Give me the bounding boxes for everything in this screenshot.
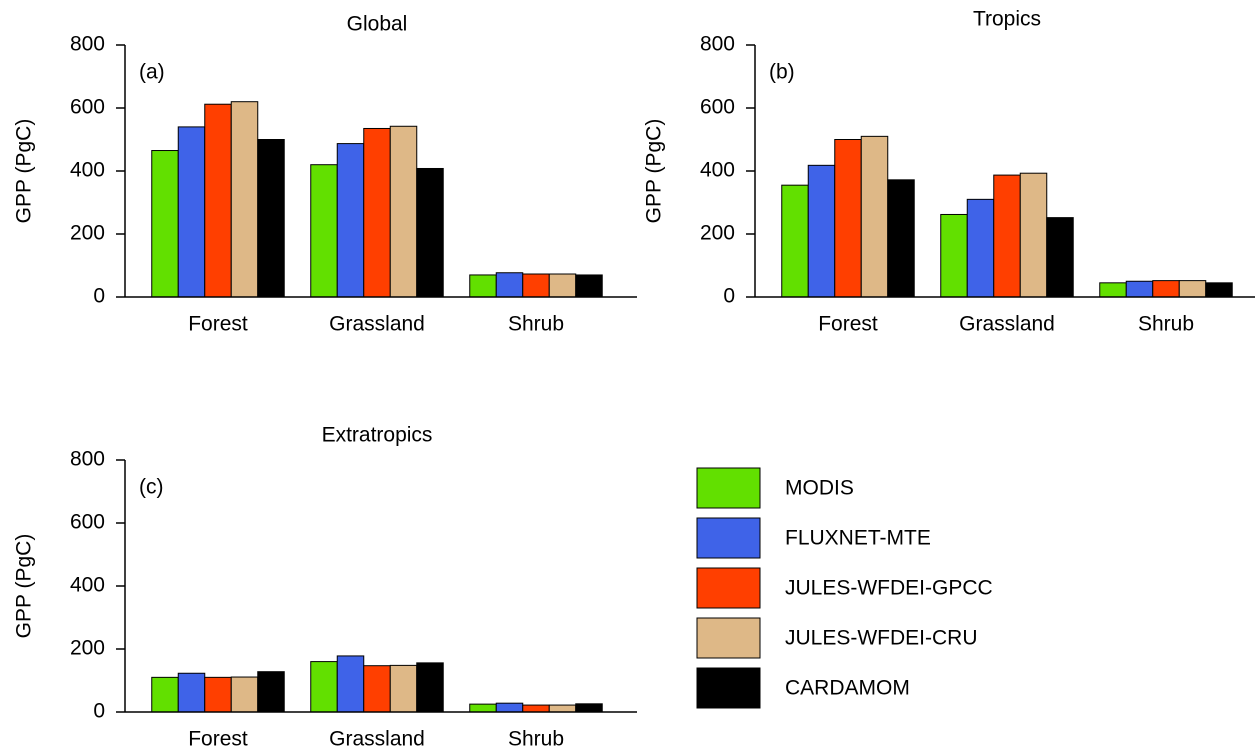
bar [389, 664, 418, 713]
legend-swatch [696, 617, 761, 659]
bar [495, 272, 524, 298]
legend-swatch [696, 667, 761, 709]
bar [834, 139, 862, 298]
bar [363, 665, 391, 713]
bar [522, 273, 550, 298]
bar [204, 676, 232, 713]
panel-label: (a) [139, 61, 165, 84]
y-tick-label: 200 [70, 637, 105, 660]
x-tick-label: Forest [188, 728, 248, 751]
legend-swatch [696, 567, 761, 609]
panel-label: (b) [769, 61, 795, 84]
y-tick-label: 200 [700, 222, 735, 245]
y-tick-label: 0 [93, 700, 105, 723]
legend-label: CARDAMOM [785, 677, 910, 700]
panel-label: (c) [139, 476, 164, 499]
bar [310, 661, 338, 713]
legend-swatch [696, 467, 761, 509]
bar [257, 671, 285, 713]
bar [469, 703, 497, 713]
bar [575, 274, 603, 298]
bar [1152, 280, 1180, 298]
bar [230, 101, 259, 298]
bar [1046, 217, 1074, 298]
y-tick-label: 200 [70, 222, 105, 245]
legend-swatch [696, 517, 761, 559]
bar [469, 274, 497, 298]
bar [1178, 280, 1207, 298]
x-tick-label: Grassland [329, 728, 425, 751]
bar [310, 164, 338, 298]
x-tick-label: Shrub [508, 728, 564, 751]
bar [151, 150, 179, 298]
bar [1019, 172, 1048, 298]
bar [336, 143, 365, 298]
y-tick-label: 400 [70, 574, 105, 597]
x-tick-label: Forest [188, 313, 248, 336]
bar [204, 103, 232, 298]
bar [860, 135, 889, 298]
y-tick-label: 600 [70, 96, 105, 119]
bar [1099, 282, 1127, 298]
bar [548, 704, 577, 713]
bar [336, 655, 365, 713]
y-tick-label: 800 [70, 33, 105, 56]
bar [940, 213, 968, 298]
bar [416, 662, 444, 713]
legend-label: MODIS [785, 477, 854, 500]
bar [1205, 282, 1233, 298]
bar [575, 703, 603, 713]
bar [781, 184, 809, 298]
y-tick-label: 600 [700, 96, 735, 119]
bar [495, 702, 524, 713]
legend-label: JULES-WFDEI-GPCC [785, 577, 993, 600]
y-axis-label: GPP (PgC) [13, 119, 36, 224]
bar [887, 179, 915, 298]
bar [522, 704, 550, 713]
legend-label: FLUXNET-MTE [785, 527, 931, 550]
y-tick-label: 400 [70, 159, 105, 182]
y-tick-label: 400 [700, 159, 735, 182]
chart-title: Tropics [973, 8, 1041, 31]
x-tick-label: Grassland [959, 313, 1055, 336]
y-axis-label: GPP (PgC) [643, 119, 666, 224]
x-tick-label: Shrub [1138, 313, 1194, 336]
legend-label: JULES-WFDEI-CRU [785, 627, 978, 650]
y-axis-label: GPP (PgC) [13, 534, 36, 639]
bar [807, 164, 836, 298]
bar [177, 126, 206, 298]
chart-title: Global [347, 13, 408, 36]
x-tick-label: Grassland [329, 313, 425, 336]
y-tick-label: 800 [70, 448, 105, 471]
x-tick-label: Forest [818, 313, 878, 336]
chart-title: Extratropics [322, 424, 433, 447]
y-tick-label: 600 [70, 511, 105, 534]
bar [389, 125, 418, 298]
bar [230, 676, 259, 713]
bar [416, 167, 444, 298]
y-tick-label: 0 [723, 285, 735, 308]
bar [363, 127, 391, 298]
bar [548, 273, 577, 298]
bar [257, 139, 285, 298]
y-tick-label: 0 [93, 285, 105, 308]
x-tick-label: Shrub [508, 313, 564, 336]
bar [993, 174, 1021, 298]
bar [1125, 280, 1154, 298]
y-tick-label: 800 [700, 33, 735, 56]
bar [966, 198, 995, 298]
bar [151, 676, 179, 713]
bar [177, 672, 206, 713]
